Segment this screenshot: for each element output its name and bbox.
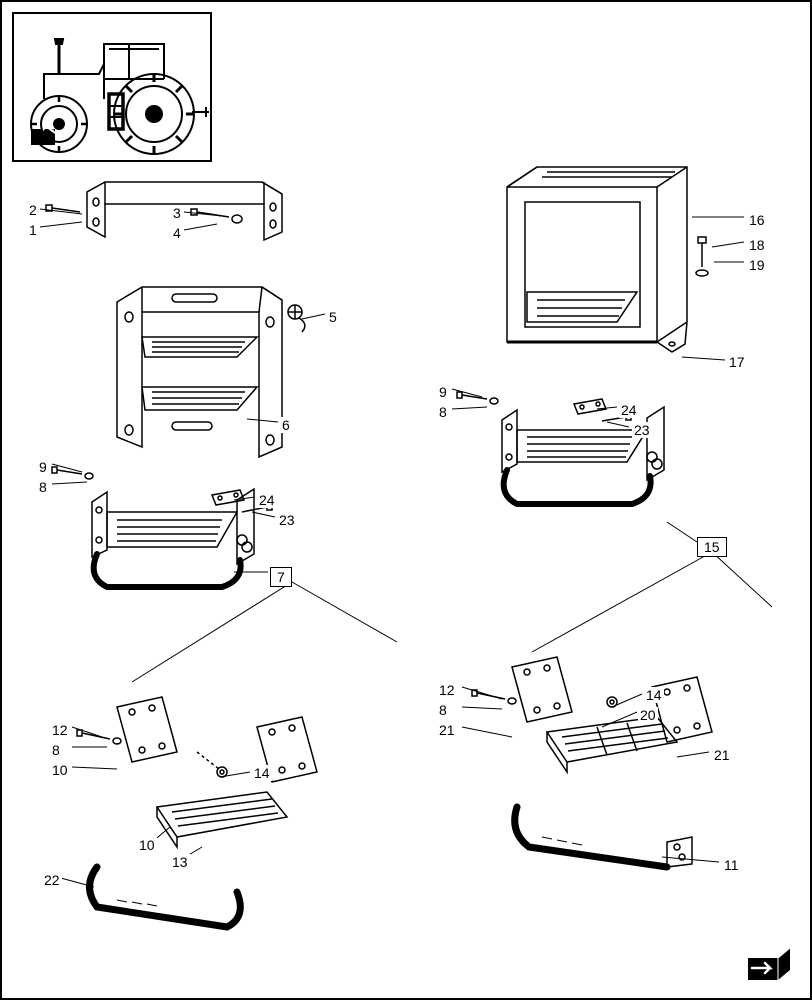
callout-15: 15 (697, 537, 727, 557)
callout-16: 16 (747, 212, 767, 228)
part-step-middle-left (92, 489, 254, 587)
callout-21: 21 (712, 747, 732, 763)
diagram-canvas: 1234567898988101011121213141415161718192… (0, 0, 812, 1000)
callout-13: 13 (170, 854, 190, 870)
callout-23: 23 (632, 422, 652, 438)
part-ladder-right-tall (507, 167, 687, 352)
callout-18: 18 (747, 237, 767, 253)
callout-24: 24 (257, 492, 277, 508)
callout-12: 12 (437, 682, 457, 698)
parts-layer (2, 2, 812, 1002)
callout-14: 14 (252, 765, 272, 781)
callout-7: 7 (270, 567, 292, 587)
callout-20: 20 (638, 707, 658, 723)
assembly-lines (132, 552, 772, 682)
callout-6: 6 (280, 417, 292, 433)
callout-23: 23 (277, 512, 297, 528)
callout-1: 1 (27, 222, 39, 238)
callout-3: 3 (171, 205, 183, 221)
callout-17: 17 (727, 354, 747, 370)
callout-4: 4 (171, 225, 183, 241)
part-ladder-upper (117, 287, 282, 457)
callout-8: 8 (437, 404, 449, 420)
callout-8: 8 (50, 742, 62, 758)
callout-19: 19 (747, 257, 767, 273)
leader-lines (40, 209, 744, 887)
part-lower-left (77, 697, 317, 927)
callout-5: 5 (327, 309, 339, 325)
part-lower-right (472, 657, 712, 867)
callout-12: 12 (50, 722, 70, 738)
callout-8: 8 (437, 702, 449, 718)
callout-9: 9 (37, 459, 49, 475)
part-bracket-top (87, 182, 282, 240)
callout-24: 24 (619, 402, 639, 418)
callout-11: 11 (722, 857, 741, 873)
page-nav-icon[interactable] (740, 938, 800, 988)
callout-2: 2 (27, 202, 39, 218)
callout-8: 8 (37, 479, 49, 495)
callout-10: 10 (50, 762, 70, 778)
callout-10: 10 (137, 837, 157, 853)
callout-14: 14 (644, 687, 664, 703)
callout-9: 9 (437, 384, 449, 400)
callout-22: 22 (42, 872, 62, 888)
callout-21: 21 (437, 722, 457, 738)
